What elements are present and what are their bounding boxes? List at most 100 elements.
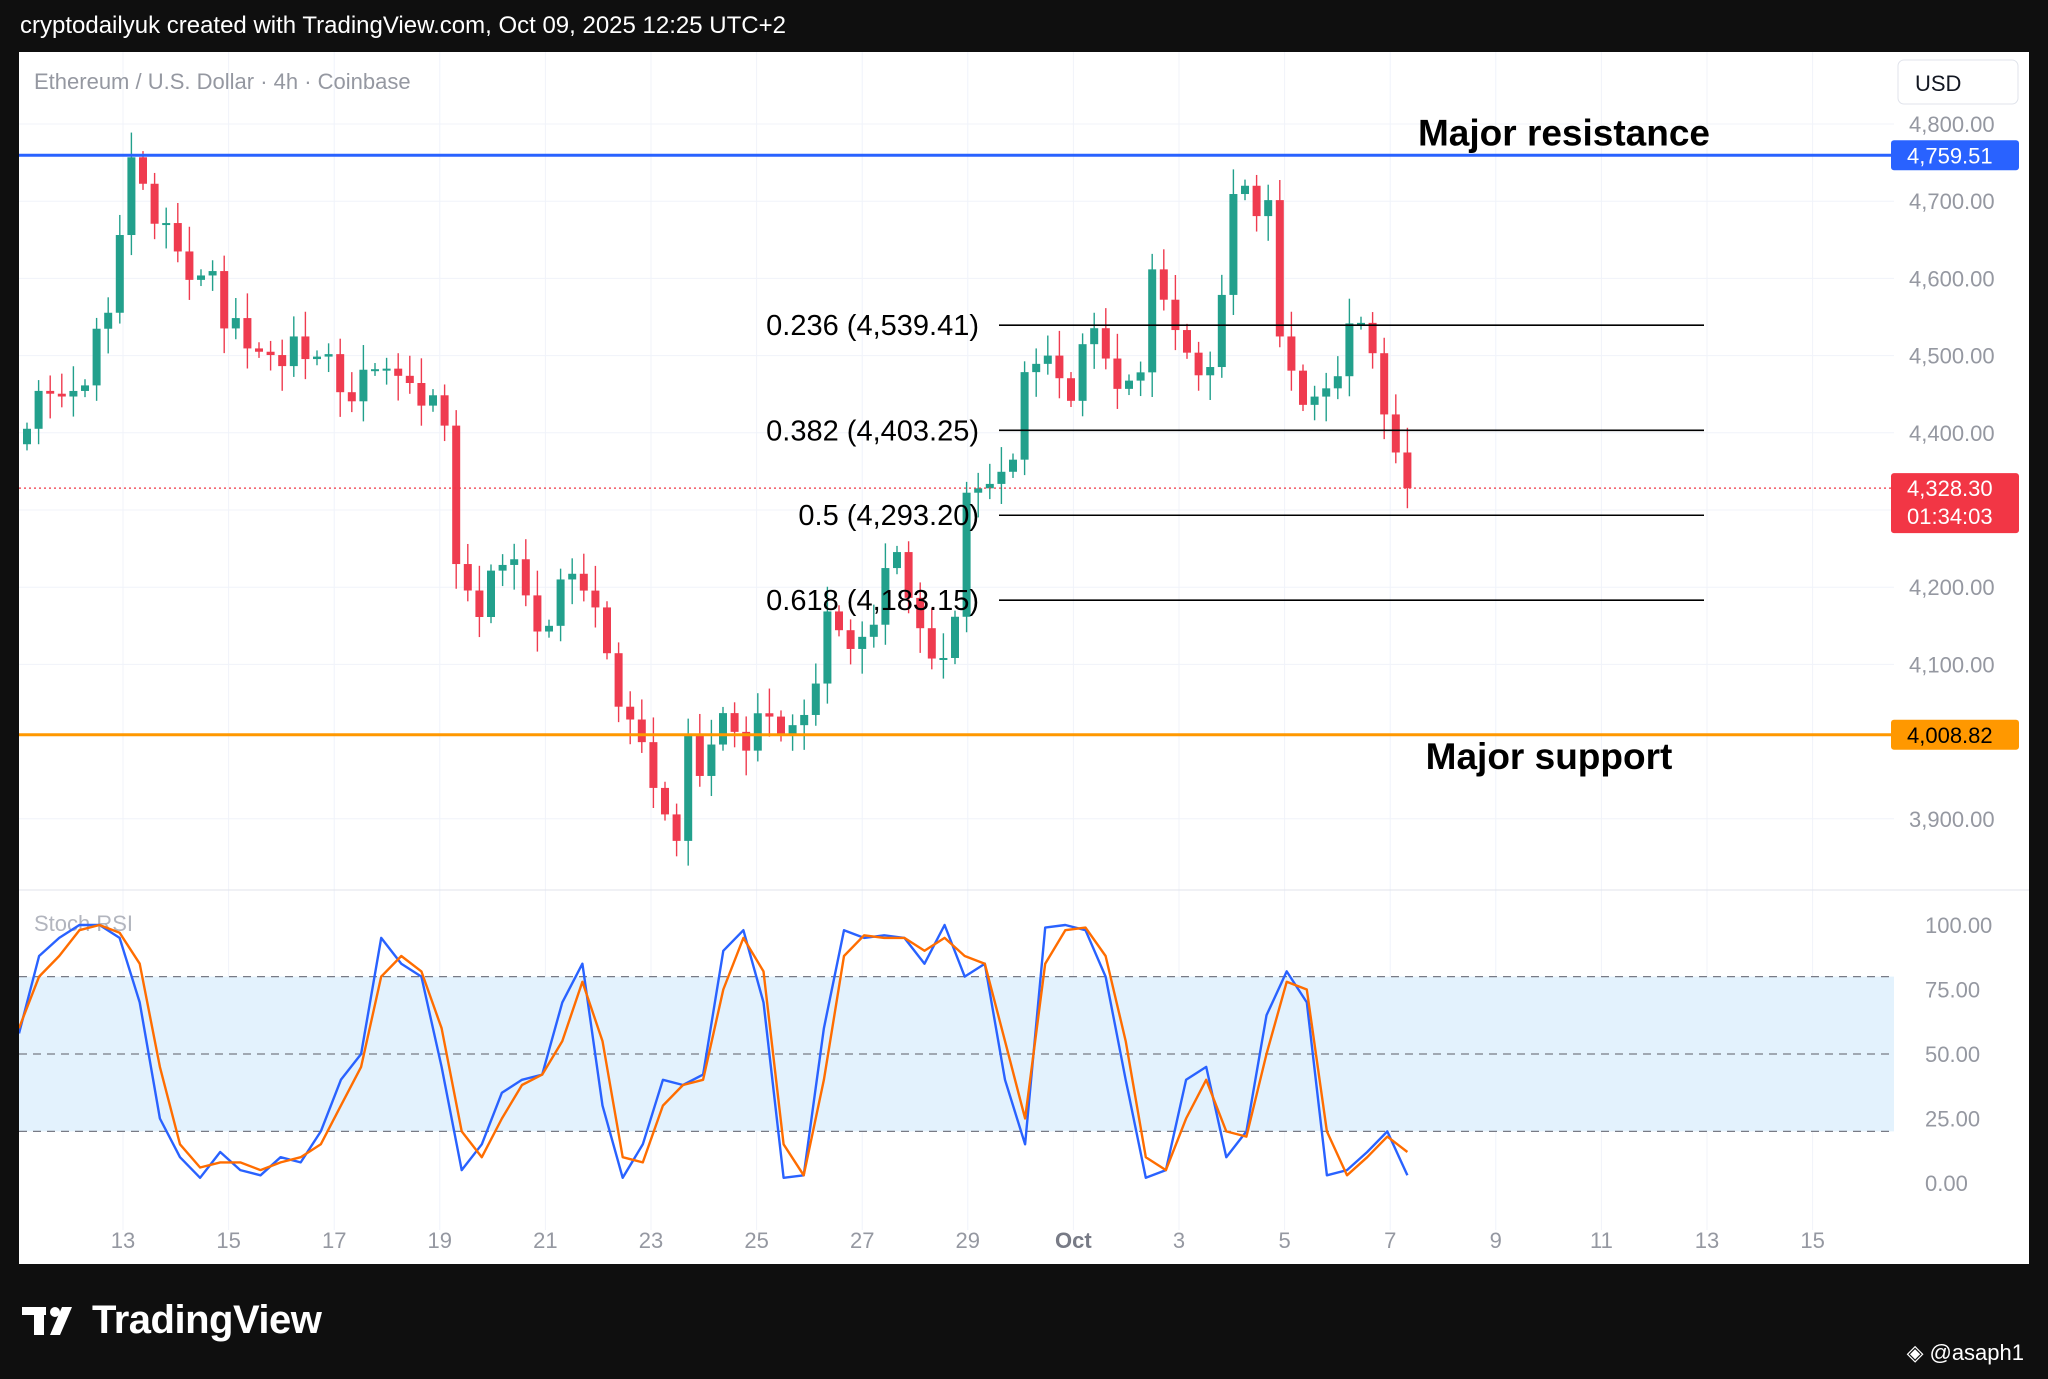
- candle: [173, 202, 182, 263]
- candle: [23, 422, 31, 451]
- candle: [869, 604, 878, 648]
- price-tick-label: 4,600.00: [1909, 266, 1995, 291]
- candle-body: [173, 223, 182, 252]
- candle-body: [243, 318, 252, 349]
- candle: [1380, 337, 1389, 440]
- candle-body: [997, 471, 1006, 484]
- candle-body: [1020, 372, 1029, 460]
- candle-body: [1113, 358, 1122, 389]
- candle-body: [1217, 294, 1226, 368]
- candle-body: [1183, 330, 1191, 353]
- candle: [695, 713, 704, 787]
- candle-body: [974, 488, 983, 493]
- candle: [904, 541, 913, 614]
- candle-body: [603, 607, 611, 654]
- candle: [1287, 311, 1296, 391]
- candle: [521, 539, 530, 607]
- candle: [1090, 312, 1099, 369]
- candle-body: [742, 731, 751, 751]
- candle: [463, 543, 472, 602]
- candle: [545, 619, 553, 638]
- candle: [208, 260, 217, 291]
- candle: [614, 642, 623, 723]
- stoch-tick-label: 75.00: [1925, 978, 1980, 1003]
- author-header: cryptodailyuk created with TradingView.c…: [20, 12, 786, 39]
- candle: [46, 375, 55, 419]
- author-handle: ◈ @asaph1: [1907, 1340, 2024, 1366]
- candle-body: [359, 369, 368, 402]
- candle-body: [289, 336, 298, 367]
- candle-body: [985, 483, 994, 489]
- candle-body: [475, 590, 484, 617]
- candle: [1241, 179, 1249, 201]
- candle: [1194, 341, 1203, 391]
- candle-body: [231, 318, 240, 329]
- chart-frame[interactable]: Ethereum / U.S. Dollar · 4h · Coinbase US…: [19, 52, 2029, 1264]
- candle: [104, 297, 113, 354]
- fibonacci-levels[interactable]: 0.236 (4,539.41) 0.382 (4,403.25) 0.5 (4,2…: [766, 310, 1704, 617]
- candle: [336, 338, 345, 417]
- candle: [835, 605, 843, 637]
- candle-body: [382, 368, 391, 371]
- major-resistance-label: Major resistance: [1418, 112, 1710, 153]
- tradingview-logo: TradingView: [22, 1298, 322, 1343]
- candle-body: [846, 630, 855, 649]
- candle-body: [34, 390, 43, 429]
- candle: [823, 586, 832, 704]
- currency-box[interactable]: [1897, 59, 2019, 105]
- candle: [661, 781, 669, 821]
- candle: [939, 633, 948, 679]
- candle-body: [510, 559, 519, 565]
- support-tag-label: 4,008.82: [1907, 723, 1993, 748]
- candle-body: [730, 713, 739, 732]
- stoch-series-K: [19, 923, 1409, 1180]
- candle-body: [788, 725, 797, 736]
- candle: [1403, 427, 1412, 509]
- candle-body: [150, 183, 159, 224]
- candle: [985, 463, 994, 500]
- fib-label-0.618: 0.618 (4,183.15): [766, 585, 979, 617]
- fib-label-0.236: 0.236 (4,539.41): [766, 310, 979, 342]
- candle-body: [962, 492, 971, 617]
- candle-body: [719, 713, 727, 745]
- candle-body: [939, 657, 948, 660]
- candle-body: [371, 369, 379, 372]
- candle-body: [1299, 370, 1307, 405]
- chart-canvas[interactable]: Ethereum / U.S. Dollar · 4h · Coinbase US…: [19, 52, 2029, 1264]
- candle: [858, 621, 867, 674]
- candle: [1322, 372, 1331, 422]
- stoch-series-D: [19, 923, 1409, 1177]
- candle-body: [139, 157, 147, 184]
- candle-body: [765, 713, 774, 717]
- candle: [475, 565, 484, 638]
- candle: [69, 366, 78, 417]
- candle: [1043, 335, 1052, 375]
- candle-body: [1368, 322, 1377, 354]
- candle-body: [440, 395, 449, 426]
- candle: [1159, 249, 1168, 311]
- candle-body: [1078, 344, 1087, 401]
- candle: [162, 207, 171, 249]
- candle-body: [266, 351, 275, 356]
- candle: [1345, 298, 1354, 397]
- candle: [231, 298, 240, 340]
- candle-body: [927, 628, 936, 659]
- candle-body: [591, 590, 600, 608]
- candle: [1171, 275, 1180, 351]
- candle-body: [579, 573, 588, 591]
- candle: [347, 372, 356, 413]
- fib-label-0.5: 0.5 (4,293.20): [798, 500, 979, 532]
- candle: [568, 558, 577, 605]
- candle: [742, 716, 751, 776]
- candle: [394, 353, 403, 401]
- price-tick-label: 4,200.00: [1909, 575, 1995, 600]
- candle-body: [463, 564, 472, 591]
- x-tick-label: 19: [428, 1228, 452, 1253]
- candle: [1275, 180, 1284, 348]
- candle: [777, 710, 785, 742]
- candle: [150, 172, 159, 240]
- candle-body: [324, 354, 333, 357]
- candle-body: [1229, 194, 1238, 295]
- candle: [243, 293, 252, 369]
- candle-body: [208, 271, 217, 276]
